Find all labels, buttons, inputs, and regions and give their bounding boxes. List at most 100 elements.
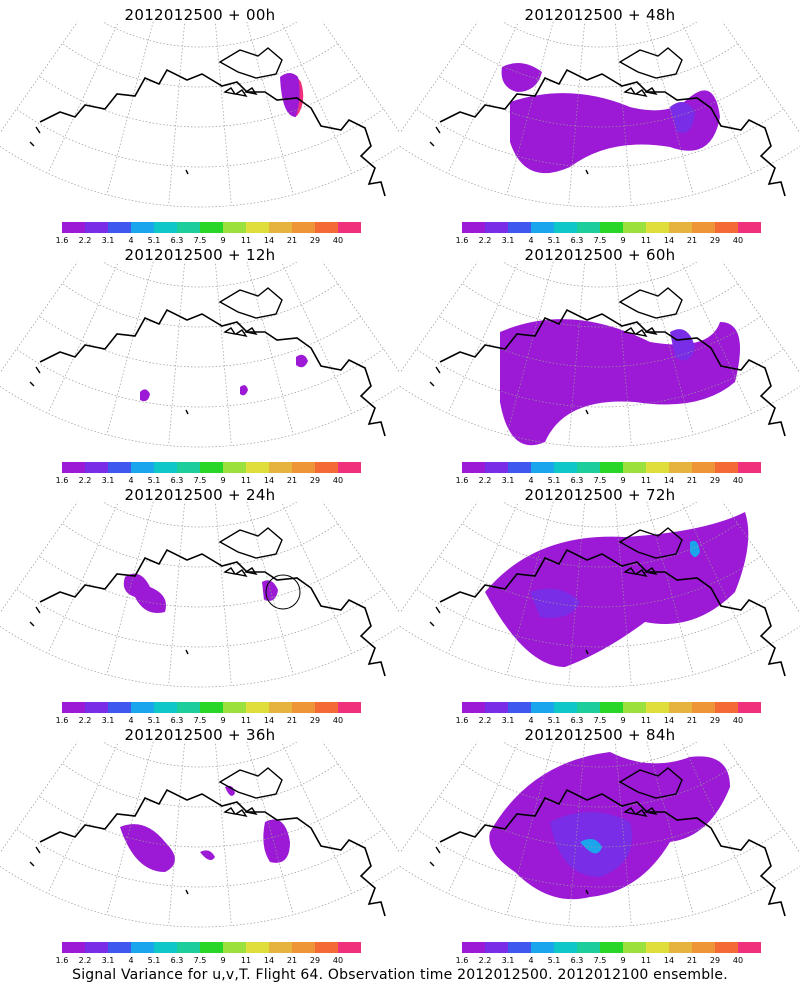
polar-projection-map bbox=[400, 742, 800, 928]
variance-contour bbox=[240, 385, 248, 396]
longitude-gridline bbox=[168, 22, 186, 206]
colorbar bbox=[462, 222, 761, 233]
colorbar-tick-label: 14 bbox=[263, 476, 275, 485]
colorbar-tick-label: 29 bbox=[709, 236, 721, 245]
colorbar-tick-label: 7.5 bbox=[593, 236, 607, 245]
latitude-gridline bbox=[16, 828, 384, 888]
colorbar-swatch bbox=[669, 942, 693, 953]
colorbar-tick-label: 9 bbox=[220, 716, 226, 725]
colorbar-swatch bbox=[554, 702, 578, 713]
colorbar bbox=[62, 222, 361, 233]
colorbar-swatch bbox=[292, 222, 316, 233]
colorbar-swatch bbox=[62, 702, 86, 713]
colorbar-labels: 1.6 2.2 3.1 4 5.1 6.3 7.5 9 11 14 21 29 40 bbox=[452, 716, 772, 728]
colorbar-tick-label: 29 bbox=[709, 716, 721, 725]
latitude-gridline bbox=[102, 22, 298, 48]
colorbar-tick-label: 3.1 bbox=[501, 956, 515, 965]
colorbar-swatch bbox=[462, 222, 486, 233]
colorbar-swatch bbox=[154, 462, 178, 473]
colorbar-tick-label: 40 bbox=[732, 956, 744, 965]
longitude-gridline bbox=[0, 262, 78, 374]
colorbar-swatch bbox=[223, 222, 247, 233]
colorbar-tick-label: 11 bbox=[640, 716, 652, 725]
colorbar-tick-label: 5.1 bbox=[147, 476, 161, 485]
longitude-gridline bbox=[168, 742, 186, 926]
colorbar-swatch bbox=[338, 702, 361, 713]
colorbar-tick-label: 6.3 bbox=[570, 956, 584, 965]
colorbar-tick-label: 14 bbox=[263, 956, 275, 965]
colorbar-swatch bbox=[338, 222, 361, 233]
panel-title: 2012012500 + 36h bbox=[124, 726, 276, 744]
colorbar-tick-label: 9 bbox=[220, 956, 226, 965]
colorbar-tick-label: 9 bbox=[620, 236, 626, 245]
latitude-gridline bbox=[439, 796, 761, 848]
colorbar-swatch bbox=[108, 942, 132, 953]
longitude-gridline bbox=[214, 502, 232, 686]
colorbar-tick-label: 40 bbox=[732, 476, 744, 485]
longitude-gridline bbox=[214, 22, 232, 206]
colorbar-tick-label: 11 bbox=[240, 956, 252, 965]
colorbar-labels: 1.6 2.2 3.1 4 5.1 6.3 7.5 9 11 14 21 29 40 bbox=[52, 716, 372, 728]
variance-contour bbox=[262, 580, 278, 601]
colorbar-tick-label: 2.2 bbox=[478, 476, 492, 485]
variance-contour bbox=[501, 63, 542, 92]
colorbar-tick-label: 1.6 bbox=[455, 956, 469, 965]
map-panel: 2012012500 + 72h 1.6 2.2 3.1 4 5.1 6.3 7.5 9 11 14… bbox=[400, 480, 800, 725]
colorbar-tick-label: 9 bbox=[620, 716, 626, 725]
colorbar-swatch bbox=[646, 462, 670, 473]
coastline bbox=[39, 308, 386, 437]
colorbar-swatch bbox=[692, 222, 716, 233]
colorbar-tick-label: 11 bbox=[640, 956, 652, 965]
colorbar-tick-label: 5.1 bbox=[147, 716, 161, 725]
latitude-gridline bbox=[16, 588, 384, 648]
polar-projection-map bbox=[0, 502, 400, 688]
colorbar-swatch bbox=[485, 702, 509, 713]
latitude-gridline bbox=[39, 76, 361, 128]
colorbar-swatch bbox=[462, 942, 486, 953]
longitude-gridline bbox=[168, 502, 186, 686]
colorbar-swatch bbox=[154, 222, 178, 233]
coastline bbox=[39, 548, 386, 677]
latitude-gridline bbox=[462, 523, 738, 568]
polar-projection-map bbox=[0, 742, 400, 928]
latitude-gridline bbox=[62, 763, 338, 808]
longitude-gridline bbox=[106, 262, 154, 435]
colorbar-tick-label: 2.2 bbox=[478, 236, 492, 245]
colorbar-swatch bbox=[623, 462, 647, 473]
colorbar-tick-label: 1.6 bbox=[55, 476, 69, 485]
map-panel: 2012012500 + 60h 1.6 2.2 3.1 4 5.1 6.3 7.5 9 11 14… bbox=[400, 240, 800, 485]
colorbar-swatch bbox=[246, 702, 270, 713]
colorbar-tick-label: 6.3 bbox=[170, 716, 184, 725]
colorbar-tick-label: 5.1 bbox=[547, 716, 561, 725]
latitude-gridline bbox=[0, 625, 400, 688]
colorbar-tick-label: 7.5 bbox=[193, 956, 207, 965]
colorbar-swatch bbox=[692, 702, 716, 713]
colorbar-swatch bbox=[85, 222, 109, 233]
latitude-gridline bbox=[502, 742, 698, 768]
colorbar-tick-label: 3.1 bbox=[501, 476, 515, 485]
colorbar-swatch bbox=[462, 462, 486, 473]
panel-title: 2012012500 + 00h bbox=[124, 6, 276, 24]
latitude-gridline bbox=[439, 76, 761, 128]
colorbar-swatch bbox=[600, 222, 624, 233]
colorbar-tick-label: 6.3 bbox=[570, 236, 584, 245]
colorbar-labels: 1.6 2.2 3.1 4 5.1 6.3 7.5 9 11 14 21 29 40 bbox=[452, 956, 772, 968]
colorbar-tick-label: 21 bbox=[286, 956, 298, 965]
latitude-gridline bbox=[502, 22, 698, 48]
polar-projection-map bbox=[0, 262, 400, 448]
colorbar-labels: 1.6 2.2 3.1 4 5.1 6.3 7.5 9 11 14 21 29 40 bbox=[52, 956, 372, 968]
colorbar-tick-label: 7.5 bbox=[193, 716, 207, 725]
colorbar-tick-label: 40 bbox=[732, 236, 744, 245]
colorbar-swatch bbox=[623, 702, 647, 713]
arctic-islands bbox=[29, 287, 283, 415]
colorbar-tick-label: 7.5 bbox=[593, 716, 607, 725]
latitude-gridline bbox=[502, 502, 698, 528]
colorbar-swatch bbox=[531, 462, 555, 473]
colorbar-tick-label: 14 bbox=[663, 716, 675, 725]
polar-projection-map bbox=[400, 502, 800, 688]
longitude-gridline bbox=[47, 22, 119, 174]
colorbar-tick-label: 7.5 bbox=[193, 236, 207, 245]
colorbar bbox=[462, 462, 761, 473]
colorbar-tick-label: 6.3 bbox=[170, 956, 184, 965]
colorbar-swatch bbox=[485, 942, 509, 953]
